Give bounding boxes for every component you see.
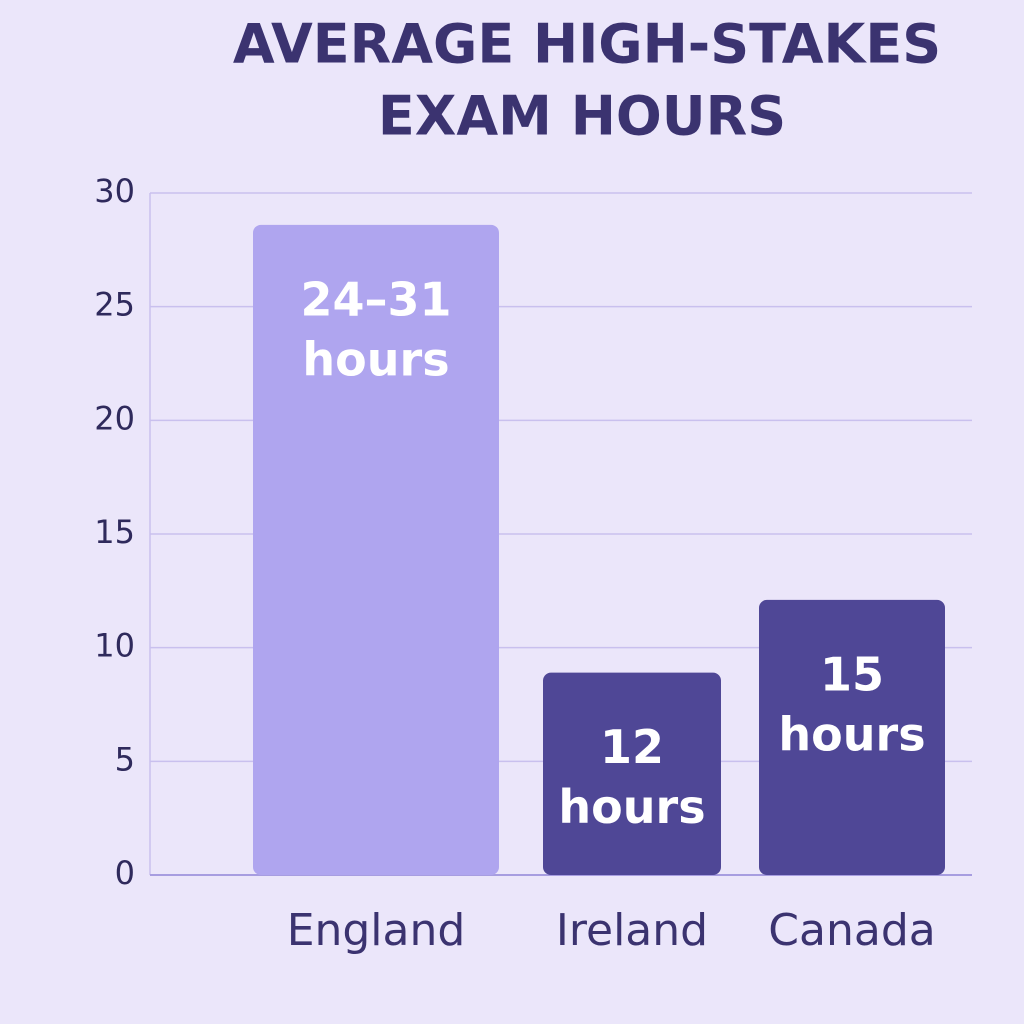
y-tick-label: 20 <box>94 399 135 437</box>
y-tick-label: 10 <box>94 627 135 665</box>
bar <box>253 224 499 875</box>
y-tick-label: 15 <box>94 513 135 551</box>
y-tick-label: 30 <box>94 172 135 210</box>
bar-annotation: hours <box>778 707 925 761</box>
bar-annotation: 24–31 <box>300 272 451 326</box>
bar-annotation: hours <box>302 332 449 386</box>
bar <box>759 599 945 875</box>
chart-title: EXAM HOURS <box>378 85 786 148</box>
bar-annotation: hours <box>558 780 705 834</box>
x-tick-label: Canada <box>768 905 935 956</box>
bar <box>543 672 721 875</box>
y-tick-label: 0 <box>115 854 135 892</box>
x-tick-label: Ireland <box>556 905 708 956</box>
x-tick-label: England <box>287 905 466 956</box>
y-tick-label: 5 <box>115 740 135 778</box>
chart-title: AVERAGE HIGH-STAKES <box>233 13 941 76</box>
bar-annotation: 15 <box>820 647 884 701</box>
y-tick-label: 25 <box>94 286 135 324</box>
bar-annotation: 12 <box>600 720 664 774</box>
